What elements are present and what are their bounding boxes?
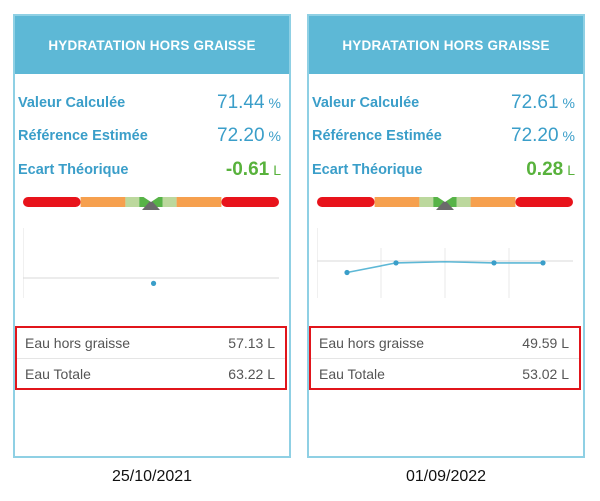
metric-number: -0.61	[225, 159, 270, 180]
water-details-box: Eau hors graisse 49.59 L Eau Totale 53.0…	[309, 326, 581, 390]
metric-unit: %	[562, 95, 575, 111]
date-label: 01/09/2022	[405, 468, 487, 485]
trend-line	[346, 260, 543, 274]
metric-unit: L	[273, 162, 281, 178]
card-title: HYDRATATION HORS GRAISSE	[15, 16, 289, 74]
metric-number: 72.20	[511, 125, 559, 146]
metric-label: Référence Estimée	[312, 128, 442, 144]
metric-label: Valeur Calculée	[312, 95, 420, 111]
gauge-segment	[176, 197, 222, 207]
detail-value: 49.59 L	[522, 335, 569, 351]
gauge-segment	[317, 197, 375, 207]
detail-label: Eau hors graisse	[319, 335, 425, 351]
metric-value: 72.20%	[511, 125, 575, 147]
gauge-bar	[23, 196, 279, 210]
water-details-box: Eau hors graisse 57.13 L Eau Totale 63.2…	[15, 326, 287, 390]
metric-row-deviation: Ecart Théorique -0.61 L	[18, 155, 281, 185]
detail-label: Eau Totale	[25, 366, 91, 382]
detail-row-fat-free-water: Eau hors graisse 57.13 L	[17, 328, 285, 358]
gauge-bar	[317, 196, 573, 210]
metric-label: Ecart Théorique	[312, 162, 423, 178]
detail-value: 63.22 L	[228, 366, 275, 382]
metric-number: 0.28	[526, 159, 564, 180]
metric-number: 71.44	[217, 92, 265, 113]
metric-label: Référence Estimée	[18, 128, 148, 144]
metric-row-deviation: Ecart Théorique 0.28 L	[312, 155, 575, 185]
metric-row-reference: Référence Estimée 72.20%	[312, 121, 575, 151]
metric-unit: %	[268, 95, 281, 111]
metric-number: 72.61	[511, 92, 559, 113]
metric-label: Valeur Calculée	[18, 95, 126, 111]
metric-value: -0.61 L	[226, 159, 281, 181]
card-title: HYDRATATION HORS GRAISSE	[309, 16, 583, 74]
gauge-segment	[419, 197, 434, 207]
metric-value: 72.20%	[217, 125, 281, 147]
gauge-segment	[162, 197, 177, 207]
gauge-segment	[23, 197, 81, 207]
hydration-card-1: HYDRATATION HORS GRAISSE Valeur Calculée…	[13, 14, 291, 458]
detail-row-total-water: Eau Totale 53.02 L	[311, 358, 579, 389]
gauge-segment	[456, 197, 471, 207]
trend-chart	[23, 228, 279, 298]
trend-point	[540, 260, 546, 266]
metric-row-calculated: Valeur Calculée 72.61%	[312, 88, 575, 118]
trend-point	[491, 260, 497, 266]
sparkline	[317, 228, 573, 298]
detail-row-fat-free-water: Eau hors graisse 49.59 L	[311, 328, 579, 358]
metric-row-reference: Référence Estimée 72.20%	[18, 121, 281, 151]
hydration-card-2: HYDRATATION HORS GRAISSE Valeur Calculée…	[307, 14, 585, 458]
gauge-segment	[221, 197, 279, 207]
metric-unit: %	[562, 128, 575, 144]
gauge-segment	[125, 197, 140, 207]
metric-value: 0.28 L	[526, 159, 575, 181]
detail-label: Eau Totale	[319, 366, 385, 382]
metric-unit: %	[268, 128, 281, 144]
metric-number: 72.20	[217, 125, 265, 146]
detail-value: 53.02 L	[522, 366, 569, 382]
trend-chart	[317, 228, 573, 298]
date-label: 25/10/2021	[111, 468, 193, 485]
gauge-marker-icon	[142, 200, 160, 210]
gauge-notch	[142, 196, 160, 202]
gauge-segment	[515, 197, 573, 207]
metric-row-calculated: Valeur Calculée 71.44%	[18, 88, 281, 118]
metric-value: 71.44%	[217, 92, 281, 114]
gauge-notch	[436, 196, 454, 202]
gauge-marker-icon	[436, 200, 454, 210]
sparkline	[23, 228, 279, 298]
metric-value: 72.61%	[511, 92, 575, 114]
metric-label: Ecart Théorique	[18, 162, 129, 178]
trend-point	[150, 280, 157, 286]
gauge-segment	[374, 197, 420, 207]
detail-value: 57.13 L	[228, 335, 275, 351]
gauge-segment	[80, 197, 126, 207]
trend-point	[344, 269, 350, 276]
detail-row-total-water: Eau Totale 63.22 L	[17, 358, 285, 389]
metric-unit: L	[567, 162, 575, 178]
detail-label: Eau hors graisse	[25, 335, 131, 351]
gauge-segment	[470, 197, 516, 207]
trend-point	[393, 260, 399, 266]
